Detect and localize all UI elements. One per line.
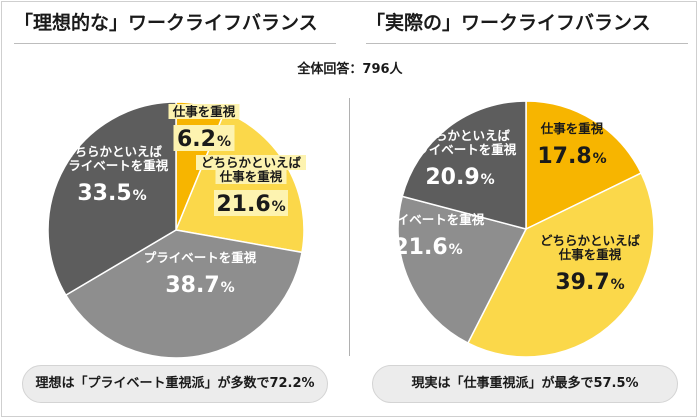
right-pie-slice-3 <box>397 195 528 345</box>
left-slice-category-text: プライベートを重視 <box>56 158 169 173</box>
right-title-rule <box>366 43 688 44</box>
right-pie-chart: 仕事を重視17.8%どちらかといえば仕事を重視39.7%プライベートを重視21.… <box>372 100 655 358</box>
right-slice-label-1: 仕事を重視 17.8% <box>537 121 606 169</box>
right-slice-value: 20.9% <box>425 165 494 190</box>
left-slice-value: 21.6% <box>216 192 285 217</box>
right-chart-title: 「実際の」ワークライフバランス <box>366 12 651 34</box>
left-slice-label-highlight <box>215 169 287 184</box>
left-slice-value: 33.5% <box>77 181 146 206</box>
left-slice-category-text: 仕事を重視 <box>219 169 283 184</box>
right-pie-slice-2 <box>466 172 655 358</box>
left-slice-category-text: どちらかといえば <box>62 144 163 159</box>
center-divider <box>349 98 350 356</box>
right-slice-value: 17.8% <box>537 144 606 169</box>
right-slice-category-text: プライベートを重視 <box>404 142 517 157</box>
left-slice-value: 38.7% <box>165 273 234 298</box>
left-slice-value-highlight <box>173 125 235 151</box>
total-respondents: 全体回答：796人 <box>297 62 403 77</box>
left-slice-label-highlight <box>196 155 306 170</box>
right-pie-slice-4 <box>401 100 527 230</box>
left-slice-category-text: どちらかといえば <box>201 155 302 170</box>
left-slice-value: 6.2% <box>177 127 231 152</box>
left-slice-value-highlight <box>214 190 288 216</box>
left-slice-category-text: プライベートを重視 <box>144 250 257 265</box>
right-slice-category-text: どちらかといえば <box>540 233 641 248</box>
left-slice-category-text: 仕事を重視 <box>172 104 236 119</box>
left-summary-badge: 理想は「プライベート重視派」が多数で72.2% <box>22 365 328 403</box>
left-chart-title: 「理想的な」ワークライフバランス <box>14 12 318 34</box>
left-title-rule <box>14 43 336 44</box>
right-slice-category-text: 仕事を重視 <box>540 121 604 136</box>
right-slice-category-text: どちらかといえば <box>410 128 511 143</box>
left-pie-slice-3 <box>64 229 303 359</box>
left-pie-slice-4 <box>47 101 177 297</box>
left-slice-label-1: 仕事を重視 6.2% <box>168 104 240 152</box>
right-pie-slice-1 <box>525 100 643 231</box>
right-summary-badge: 現実は「仕事重視派」が最多で57.5% <box>372 365 678 403</box>
left-slice-label-highlight <box>168 104 240 119</box>
right-slice-label-3: プライベートを重視 21.6% <box>372 212 485 260</box>
right-slice-category-text: プライベートを重視 <box>372 212 485 227</box>
right-slice-value: 39.7% <box>555 270 624 295</box>
left-pie-chart: 仕事を重視6.2%どちらかといえば仕事を重視21.6%プライベートを重視38.7… <box>47 101 306 359</box>
left-slice-label-3: プライベートを重視 38.7% <box>144 250 257 298</box>
right-slice-value: 21.6% <box>393 235 462 260</box>
right-slice-category-text: 仕事を重視 <box>558 247 622 262</box>
